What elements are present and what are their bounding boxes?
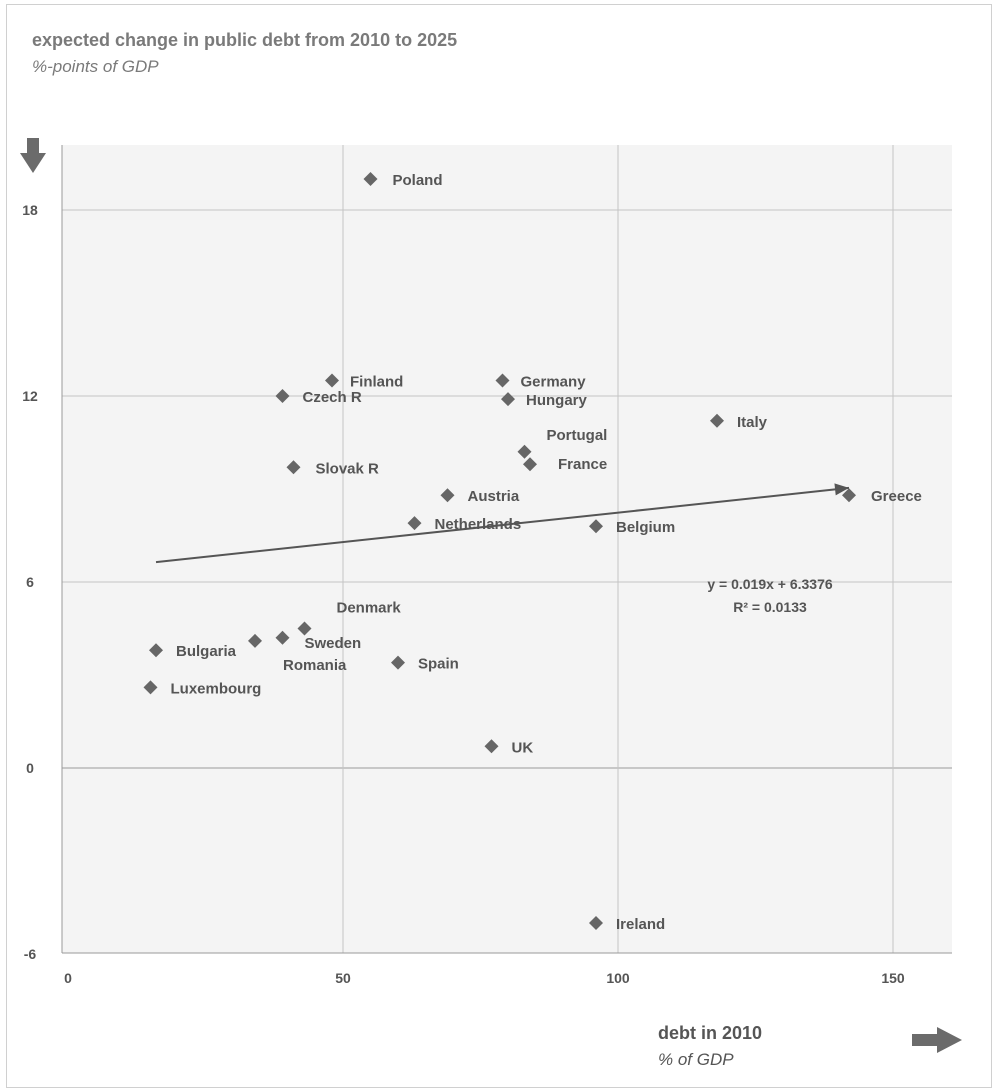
data-point: [275, 630, 290, 645]
point-label: Bulgaria: [176, 643, 237, 660]
y-tick-label: 18: [22, 202, 38, 218]
data-point: [363, 172, 378, 186]
point-label: Poland: [393, 172, 443, 189]
point-label: Romania: [283, 657, 347, 674]
data-point: [710, 413, 724, 428]
data-point: [517, 444, 532, 459]
data-point: [143, 680, 158, 695]
point-label: Netherlands: [435, 516, 522, 533]
data-point: [589, 519, 603, 534]
data-point: [407, 516, 422, 531]
r-squared: R² = 0.0133: [733, 599, 807, 615]
x-axis-arrow-icon: [912, 1027, 962, 1053]
point-label: Portugal: [547, 427, 608, 444]
x-tick-label: 150: [881, 970, 905, 986]
point-label: Denmark: [337, 600, 402, 617]
x-tick-label: 0: [64, 970, 72, 986]
point-label: Finland: [350, 374, 403, 391]
chart-title: expected change in public debt from 2010…: [32, 30, 458, 50]
trendline: [155, 483, 850, 564]
data-point: [589, 916, 603, 930]
y-tick-label: 12: [22, 388, 38, 404]
point-label: UK: [512, 739, 534, 756]
data-point: [286, 460, 301, 475]
point-label: Greece: [871, 488, 922, 505]
point-label: Spain: [418, 656, 459, 673]
data-point: [149, 643, 163, 658]
data-point: [842, 488, 856, 503]
chart-subtitle: %-points of GDP: [32, 57, 159, 76]
data-point: [501, 392, 515, 407]
regression-annotation: y = 0.019x + 6.3376 R² = 0.0133: [707, 576, 833, 615]
data-point: [275, 389, 290, 403]
axes: [61, 145, 952, 954]
data-point: [325, 373, 339, 388]
trendline-arrowhead: [834, 483, 849, 496]
data-points: [143, 172, 856, 930]
point-label: Hungary: [526, 392, 588, 409]
y-tick-label: 6: [26, 574, 34, 590]
data-point: [440, 488, 455, 503]
y-tick-label: 0: [26, 760, 34, 776]
point-label: France: [558, 456, 607, 473]
data-point: [297, 621, 312, 636]
point-label: Italy: [737, 414, 768, 431]
x-axis-label: debt in 2010: [658, 1023, 763, 1043]
x-tick-label: 50: [335, 970, 351, 986]
point-label: Belgium: [616, 519, 675, 536]
tick-labels: -6 0 6 12 18 0 50 100 150: [22, 202, 905, 986]
point-label: Luxembourg: [171, 680, 262, 697]
point-label: Austria: [468, 488, 520, 505]
data-point: [391, 655, 405, 670]
point-label: Ireland: [616, 916, 665, 933]
y-axis-arrow-icon: [20, 138, 46, 173]
y-tick-label: -6: [24, 946, 37, 962]
plot-area: [62, 145, 952, 953]
data-point: [495, 373, 510, 388]
x-tick-label: 100: [606, 970, 630, 986]
data-point: [523, 457, 537, 472]
data-point: [484, 739, 499, 754]
point-label: Sweden: [305, 635, 362, 652]
point-label: Czech R: [303, 389, 362, 406]
trendline-line: [155, 486, 850, 564]
point-label: Germany: [521, 374, 587, 391]
regression-equation: y = 0.019x + 6.3376: [707, 576, 833, 592]
point-label: Slovak R: [316, 460, 380, 477]
data-point: [248, 633, 262, 648]
x-axis-unit: % of GDP: [658, 1050, 734, 1069]
